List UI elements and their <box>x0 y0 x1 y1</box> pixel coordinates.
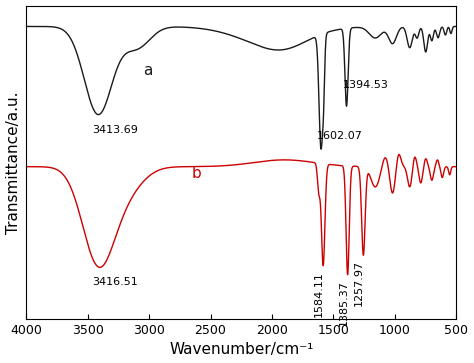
X-axis label: Wavenumber/cm⁻¹: Wavenumber/cm⁻¹ <box>169 342 313 358</box>
Text: 1394.53: 1394.53 <box>343 80 389 90</box>
Text: 3413.69: 3413.69 <box>91 125 137 135</box>
Text: 1257.97: 1257.97 <box>354 260 364 306</box>
Text: 3416.51: 3416.51 <box>92 277 137 287</box>
Y-axis label: Transmittance/a.u.: Transmittance/a.u. <box>6 91 20 233</box>
Text: 1602.07: 1602.07 <box>317 131 363 141</box>
Text: 1584.11: 1584.11 <box>314 271 324 317</box>
Text: a: a <box>143 63 152 78</box>
Text: b: b <box>192 166 202 181</box>
Text: 1385.37: 1385.37 <box>338 280 348 326</box>
